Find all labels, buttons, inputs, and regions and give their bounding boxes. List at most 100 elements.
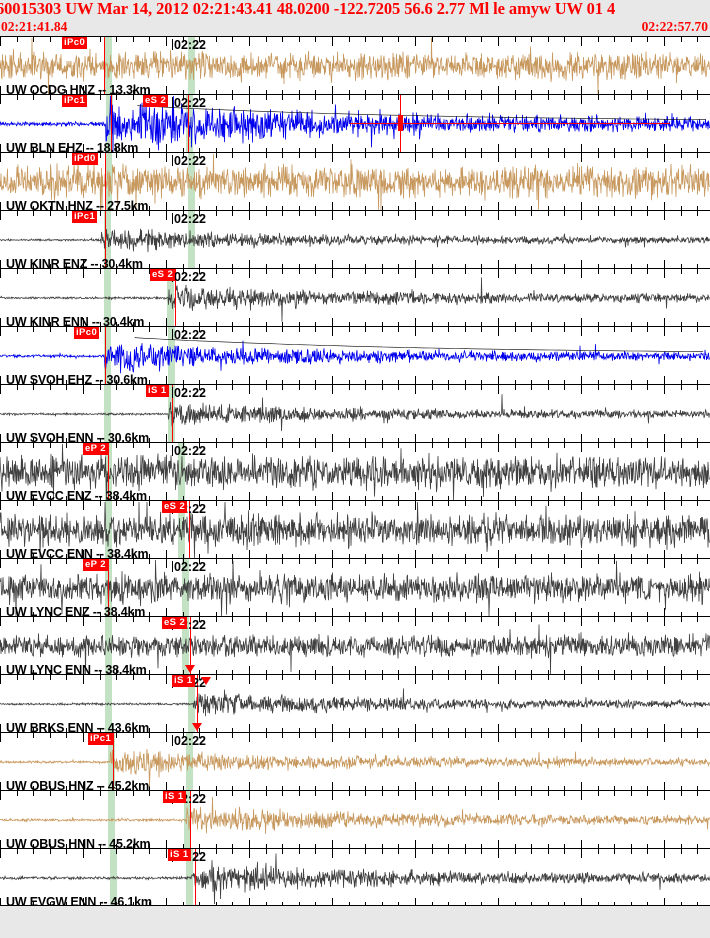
time-tick-minor [50,37,51,42]
time-tick-minor [548,844,549,848]
time-tick-minor [382,264,383,268]
time-tick-major [0,376,1,384]
pick-line[interactable] [113,733,115,790]
trace-row[interactable]: iS 1 02:22 UW QBUS HNN -- 45.2km [0,790,710,848]
channel-label[interactable]: UW LYNC ENN -- 38.4km [6,663,147,674]
pick-label[interactable]: eS 2 [162,617,188,629]
trace-plot-area: eS 2 02:22 UW EVCC ENN -- 38.4km [0,501,710,558]
time-tick-minor [432,786,433,790]
pick-line[interactable] [197,675,199,732]
pick-line[interactable] [189,501,191,558]
pick-label[interactable]: iPc1 [62,95,88,107]
time-tick-minor [199,733,200,738]
trace-row[interactable]: iPc0 02:22 UW SVOH EHZ -- 30.6km [0,326,710,384]
time-tick-minor [598,153,599,158]
channel-label[interactable]: UW KINR ENZ -- 30.4km [6,257,143,268]
pick-label[interactable]: iS 1 [168,849,191,861]
time-tick-minor [398,501,399,506]
time-tick-minor [199,554,200,558]
time-tick-minor [598,733,599,738]
channel-label[interactable]: UW QBUS HNN -- 45.2km [6,837,151,848]
trace-row[interactable]: iPc1 eS 2 02:22 UW BLN EHZ -- 18.8km [0,94,710,152]
pick-label[interactable]: iPc1 [88,733,114,745]
pick-label[interactable]: eS 2 [162,501,188,513]
pick-line[interactable] [111,95,113,152]
pick-label[interactable]: eP 2 [83,559,108,571]
pick-label[interactable]: iPc1 [72,211,98,223]
trace-row[interactable]: iPd0 02:22 UW QKTN HNZ -- 27.5km [0,152,710,210]
channel-label[interactable]: UW EVCC ENN -- 38.4km [6,547,149,558]
time-tick-minor [66,380,67,384]
time-tick-minor [349,322,350,326]
time-tick-major [581,849,582,858]
channel-label[interactable]: UW SVOH EHZ -- 30.6km [6,373,148,384]
time-tick-minor [614,438,615,442]
channel-label[interactable]: UW QCDG HNZ -- 13.3km [6,83,151,94]
pick-line[interactable] [105,211,107,268]
time-tick-minor [382,385,383,390]
time-tick-minor [50,559,51,564]
trace-row[interactable]: eS 2 02:22 UW KINR ENN -- 30.4km [0,268,710,326]
time-tick-minor [365,264,366,268]
time-tick-minor [33,902,34,905]
time-tick-minor [216,554,217,558]
time-tick-minor [598,902,599,905]
time-tick-minor [232,380,233,384]
trace-row[interactable]: iPc0 02:22 UW QCDG HNZ -- 13.3km [0,36,710,94]
time-tick-minor [614,385,615,390]
pick-line[interactable] [175,269,177,326]
pick-line[interactable] [190,791,192,848]
trace-row[interactable]: eP 2 02:22 UW EVCC ENZ -- 38.4km [0,442,710,500]
pick-line[interactable] [188,95,190,152]
time-tick-minor [515,612,516,616]
time-tick-minor [232,264,233,268]
channel-label[interactable]: UW QBUS HNZ -- 45.2km [6,779,150,790]
channel-label[interactable]: UW SVOH ENN -- 30.6km [6,431,150,442]
channel-label[interactable]: UW EVCC ENZ -- 38.4km [6,489,147,500]
pick-label[interactable]: iPd0 [72,153,98,165]
time-tick-minor [216,443,217,448]
channel-label[interactable]: UW EVGW ENN -- 46.1km [6,895,152,906]
channel-label[interactable]: UW QKTN HNZ -- 27.5km [6,199,149,210]
pick-label[interactable]: eP 2 [83,443,108,455]
time-tick-minor [216,791,217,796]
pick-line[interactable] [105,153,107,210]
channel-label[interactable]: UW KINR ENN -- 30.4km [6,315,145,326]
time-tick-minor [216,728,217,732]
pick-line[interactable] [108,443,110,500]
pick-line[interactable] [105,327,107,384]
channel-label[interactable]: UW BLN EHZ -- 18.8km [6,141,139,152]
pick-label[interactable]: iPc0 [62,37,88,49]
pick-label[interactable]: eS 2 [150,269,176,281]
pick-label[interactable]: iS 1 [163,791,186,803]
trace-row[interactable]: eP 2 02:22 UW LYNC ENZ -- 38.4km [0,558,710,616]
pick-label[interactable]: iS 1 [146,385,169,397]
trace-row[interactable]: iS 1 02:22 UW SVOH ENN -- 30.6km [0,384,710,442]
pick-label[interactable]: iPc0 [74,327,100,339]
channel-label[interactable]: UW LYNC ENZ -- 38.4km [6,605,146,616]
pick-line[interactable] [104,37,106,94]
trace-row[interactable]: iPc1 02:22 UW QBUS HNZ -- 45.2km [0,732,710,790]
pick-label[interactable]: eS 2 [143,95,169,107]
time-tick-minor [548,264,549,268]
time-tick-major [498,550,499,558]
channel-label[interactable]: UW BRKS ENN -- 43.6km [6,721,150,732]
trace-row[interactable]: iPc1 02:22 UW KINR ENZ -- 30.4km [0,210,710,268]
pick-line[interactable] [190,617,192,674]
pick-label[interactable]: iS 1 [172,675,195,687]
pick-line[interactable] [108,559,110,616]
trace-row[interactable]: eS 2 02:22 UW LYNC ENN -- 38.4km [0,616,710,674]
time-tick-minor [647,438,648,442]
time-tick-minor [382,733,383,738]
trace-row[interactable]: eS 2 02:22 UW EVCC ENN -- 38.4km [0,500,710,558]
time-tick-major [498,269,499,278]
time-tick-minor [382,791,383,796]
time-tick-minor [465,559,466,564]
pick-line[interactable] [172,385,174,442]
time-tick-major [0,550,1,558]
time-tick-minor [216,95,217,100]
pick-line[interactable] [195,849,197,905]
time-tick-minor [299,728,300,732]
